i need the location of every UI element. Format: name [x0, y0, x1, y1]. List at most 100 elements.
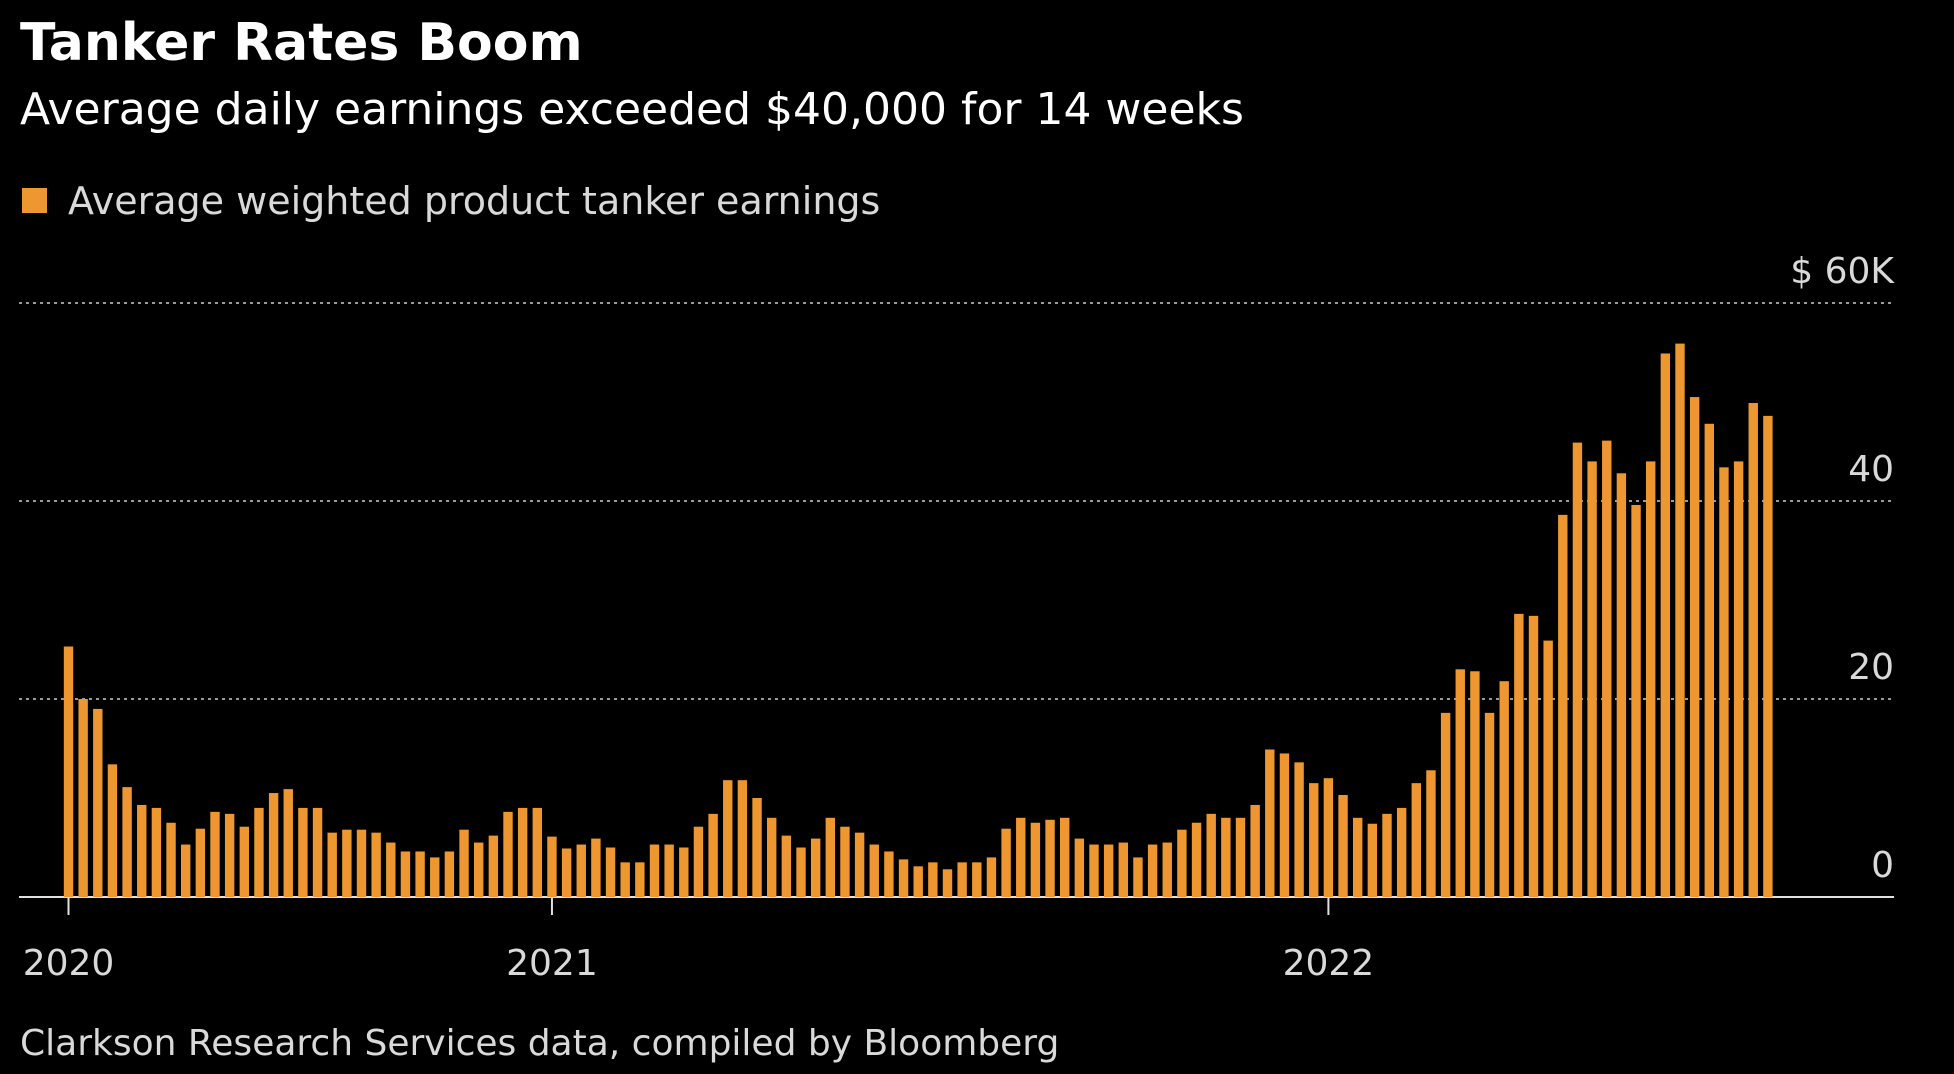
bar	[1646, 461, 1656, 897]
x-tick-label: 2022	[1283, 943, 1375, 984]
bar	[1675, 343, 1685, 898]
bar	[1323, 778, 1334, 897]
y-tick-label: 20	[1848, 647, 1894, 688]
bar	[386, 842, 396, 897]
bar	[913, 866, 923, 897]
bar	[1602, 440, 1612, 897]
bar	[1514, 613, 1524, 897]
bar	[605, 847, 616, 897]
bar	[1074, 838, 1085, 897]
bar	[1689, 397, 1700, 897]
bar	[1499, 681, 1509, 897]
bar	[532, 807, 542, 897]
bar	[503, 811, 513, 897]
bar	[942, 869, 953, 897]
bar	[224, 813, 235, 897]
bar	[972, 862, 982, 897]
bar	[459, 829, 469, 897]
bar	[928, 862, 938, 897]
bar	[474, 842, 484, 897]
bar	[1089, 844, 1099, 897]
bar	[1294, 762, 1304, 897]
bar	[547, 836, 557, 897]
bar	[1367, 823, 1378, 897]
bar	[1558, 514, 1568, 897]
legend-label: Average weighted product tanker earnings	[68, 179, 880, 223]
bar	[1484, 712, 1495, 897]
bar	[1382, 813, 1392, 897]
bar	[93, 708, 103, 897]
bar	[737, 780, 748, 897]
bar	[825, 817, 835, 897]
bar	[1426, 770, 1436, 897]
bar	[884, 851, 894, 897]
legend-swatch	[22, 188, 47, 213]
bar	[327, 832, 337, 897]
bar	[78, 699, 88, 897]
bar	[1616, 473, 1627, 897]
bar	[1016, 817, 1026, 897]
bar	[723, 780, 733, 897]
bar	[400, 851, 411, 897]
bar	[1748, 402, 1758, 897]
bar	[1221, 817, 1231, 897]
bar	[210, 811, 220, 897]
bar	[298, 807, 308, 897]
bar	[986, 857, 997, 897]
x-tick-label: 2021	[506, 943, 598, 984]
bar	[898, 859, 909, 897]
bar	[767, 817, 777, 897]
bar	[620, 862, 630, 897]
bar	[1470, 671, 1480, 897]
chart-title: Tanker Rates Boom	[20, 13, 583, 73]
bar	[1265, 749, 1275, 897]
bar	[1045, 819, 1055, 897]
x-tick-label: 2020	[23, 943, 115, 984]
bar	[1587, 461, 1597, 897]
bar	[137, 804, 147, 897]
bar	[107, 764, 118, 897]
bar	[752, 798, 762, 897]
bar	[810, 838, 821, 897]
bar	[268, 793, 279, 897]
bar	[1147, 844, 1158, 897]
bar	[1133, 857, 1143, 897]
bar	[1001, 828, 1011, 897]
bar	[708, 813, 718, 897]
bar	[195, 828, 206, 897]
bar	[1660, 353, 1671, 897]
bar	[796, 847, 806, 897]
bar	[1338, 795, 1348, 897]
bar	[1396, 807, 1407, 897]
bar	[342, 829, 352, 897]
bar	[664, 844, 674, 897]
bar	[591, 838, 601, 897]
bar	[1440, 712, 1451, 897]
bar	[444, 851, 455, 897]
bar	[1162, 842, 1172, 897]
bar	[1719, 467, 1729, 897]
bar	[254, 807, 264, 897]
bar	[430, 857, 440, 897]
bar	[635, 862, 645, 897]
bar	[957, 862, 967, 897]
bar	[517, 807, 528, 897]
bar	[854, 832, 865, 897]
bar	[1191, 822, 1202, 897]
bar	[151, 807, 162, 897]
bar	[1528, 615, 1539, 897]
y-tick-label: 0	[1871, 845, 1894, 886]
bar	[1279, 753, 1290, 897]
bar	[283, 789, 293, 897]
bar	[356, 829, 367, 897]
bar	[488, 835, 499, 897]
bar	[371, 832, 381, 897]
bar	[679, 847, 689, 897]
bar	[1309, 783, 1319, 897]
bar	[869, 844, 879, 897]
bar	[181, 844, 191, 897]
bar	[239, 826, 249, 897]
bar	[693, 826, 704, 897]
